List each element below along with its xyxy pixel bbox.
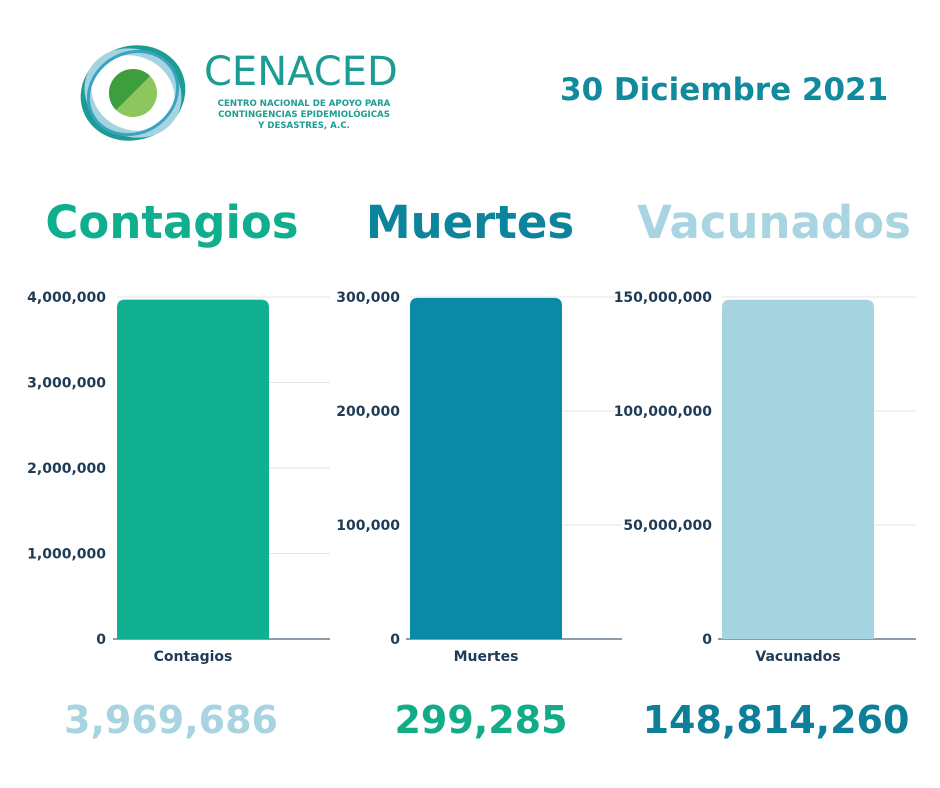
y-tick-label: 2,000,000 bbox=[27, 461, 106, 477]
bar-contagios bbox=[117, 299, 269, 639]
x-category-label: Vacunados bbox=[755, 649, 840, 665]
y-tick-label: 50,000,000 bbox=[623, 518, 712, 534]
panel-title-vacunados: Vacunados bbox=[637, 196, 911, 249]
logo-name: CENACED bbox=[204, 49, 398, 95]
y-tick-label: 100,000,000 bbox=[614, 404, 713, 420]
report-date: 30 Diciembre 2021 bbox=[560, 72, 889, 108]
logo-subtitle: CENTRO NACIONAL DE APOYO PARA CONTINGENC… bbox=[204, 99, 404, 132]
x-category-label: Contagios bbox=[154, 649, 233, 665]
panel-title-muertes: Muertes bbox=[365, 196, 575, 249]
bar-muertes bbox=[410, 297, 562, 639]
y-tick-label: 3,000,000 bbox=[27, 376, 106, 392]
y-tick-label: 0 bbox=[702, 632, 712, 648]
total-vacunados: 148,814,260 bbox=[642, 698, 910, 742]
total-contagios: 3,969,686 bbox=[64, 698, 278, 742]
y-tick-label: 0 bbox=[390, 632, 400, 648]
panel-title-contagios: Contagios bbox=[45, 196, 299, 249]
y-tick-label: 4,000,000 bbox=[27, 290, 106, 306]
y-tick-label: 300,000 bbox=[336, 290, 400, 306]
y-tick-label: 0 bbox=[96, 632, 106, 648]
logo-subtitle-line: Y DESASTRES, A.C. bbox=[258, 121, 350, 131]
cenaced-logo bbox=[80, 45, 186, 141]
total-muertes: 299,285 bbox=[394, 698, 568, 742]
y-tick-label: 100,000 bbox=[336, 518, 400, 534]
x-category-label: Muertes bbox=[454, 649, 519, 665]
y-tick-label: 1,000,000 bbox=[27, 547, 106, 563]
bar-vacunados bbox=[722, 299, 874, 639]
logo-subtitle-line: CONTINGENCIAS EPIDEMIOLÓGICAS bbox=[218, 110, 390, 120]
logo-subtitle-line: CENTRO NACIONAL DE APOYO PARA bbox=[217, 99, 391, 109]
y-tick-label: 200,000 bbox=[336, 404, 400, 420]
y-tick-label: 150,000,000 bbox=[614, 290, 713, 306]
